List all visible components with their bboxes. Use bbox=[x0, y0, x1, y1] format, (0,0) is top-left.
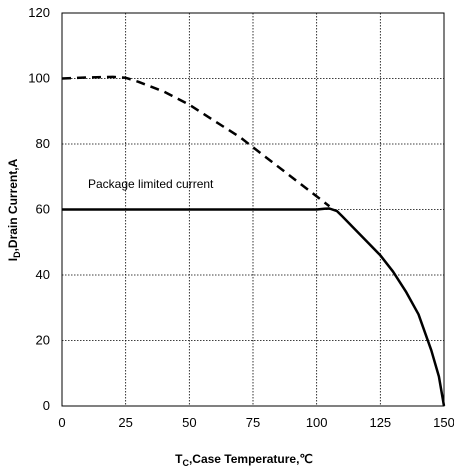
y-axis-title-sub: D bbox=[12, 251, 22, 258]
x-tick-label: 150 bbox=[433, 415, 454, 430]
y-axis-title: ID,Drain Current,A bbox=[6, 158, 22, 261]
y-tick-label: 40 bbox=[36, 267, 50, 282]
series-line-dashed bbox=[61, 75, 331, 208]
y-tick-label: 20 bbox=[36, 333, 50, 348]
tick-labels: 0 25 50 75 100 125 150 0 20 40 60 80 100 120 bbox=[28, 5, 454, 430]
y-axis-title-rest: ,Drain Current,A bbox=[6, 158, 20, 251]
x-axis-title: TC,Case Temperature,℃ bbox=[175, 452, 313, 468]
x-axis-title-rest: ,Case Temperature,℃ bbox=[189, 452, 313, 466]
x-tick-label: 0 bbox=[58, 415, 65, 430]
x-tick-label: 125 bbox=[369, 415, 391, 430]
y-tick-label: 60 bbox=[36, 202, 50, 217]
series-layer bbox=[61, 75, 446, 407]
series-line-solid bbox=[62, 207, 446, 407]
y-axis-title-main: I bbox=[6, 258, 20, 261]
x-tick-label: 100 bbox=[306, 415, 328, 430]
x-tick-label: 50 bbox=[182, 415, 196, 430]
x-tick-label: 25 bbox=[118, 415, 132, 430]
x-tick-label: 75 bbox=[246, 415, 260, 430]
x-axis-title-main: T bbox=[175, 452, 183, 466]
y-tick-label: 120 bbox=[28, 5, 50, 20]
y-tick-label: 100 bbox=[28, 71, 50, 86]
y-tick-label: 0 bbox=[43, 398, 50, 413]
annotation-package-limited: Package limited current bbox=[88, 177, 214, 191]
y-tick-label: 80 bbox=[36, 136, 50, 151]
x-axis-title-sub: C bbox=[182, 458, 189, 468]
